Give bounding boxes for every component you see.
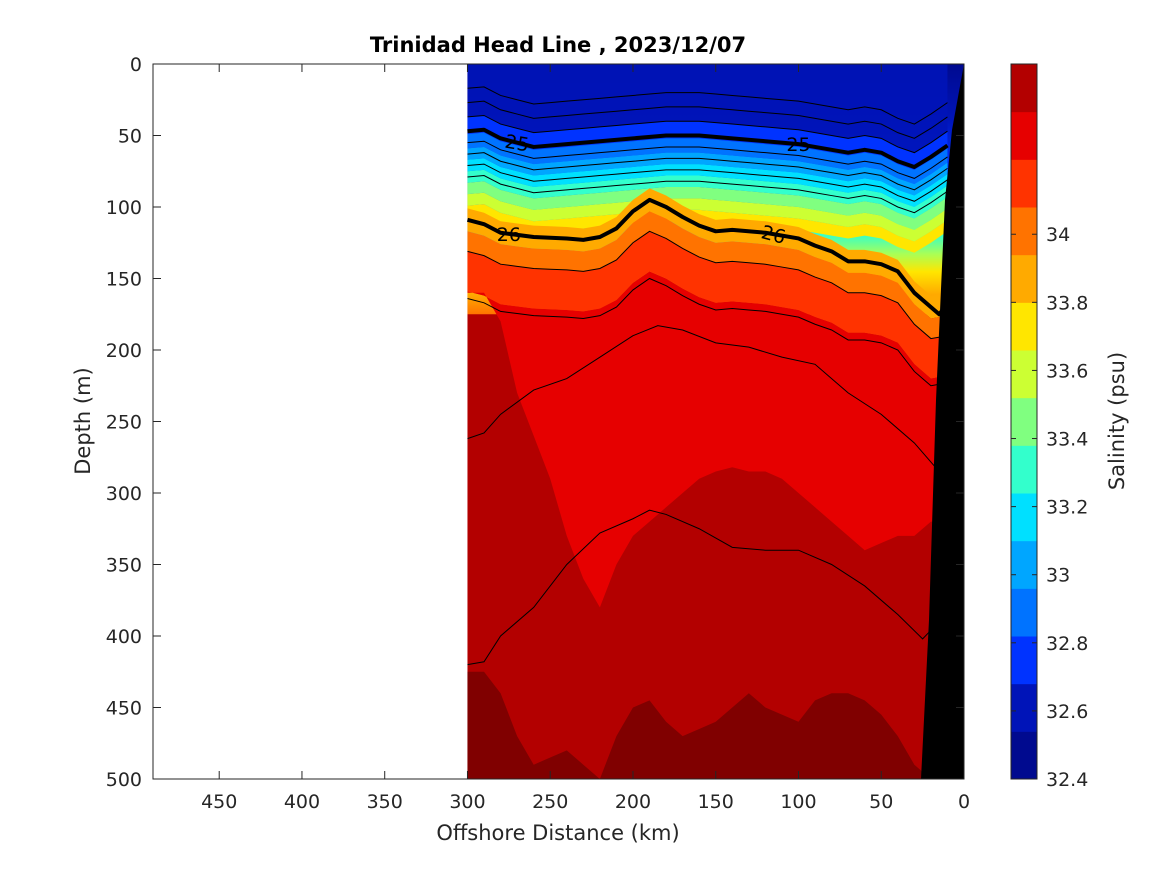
thin-contour-upper-5 [467,163,948,202]
x-tick-label: 100 [780,791,816,813]
colorbar-tick-label: 32.6 [1046,701,1088,723]
y-tick-label: 250 [106,412,142,434]
fill-layer-deep-bottom [467,671,948,779]
thin-contour-deep-1 [467,509,940,666]
thin-contour-upper-2 [467,114,948,154]
thin-density-contours [467,86,948,666]
fill-layer-band-1 [467,132,948,185]
thin-contour-upper-0 [467,86,948,125]
bathymetry-seafloor [921,64,964,779]
fill-layer-surface [467,64,948,153]
colorbar-swatch [1011,254,1037,303]
colorbar-tick-label: 33 [1046,565,1070,587]
y-tick-label: 150 [106,269,142,291]
thin-contour-upper-4 [467,152,948,191]
isopycnal-26-label: 26 [497,224,521,246]
y-axis: 0 50 100 150 200 250 300 350 400 450 500 [106,54,964,791]
y-tick-label: 500 [106,769,142,791]
thin-contour-upper-6 [467,175,948,214]
colorbar-swatch [1011,636,1037,685]
colorbar-frame [1010,63,1038,780]
y-tick-label: 100 [106,197,142,219]
fill-layer-lower-2 [467,231,948,379]
colorbar-swatch [1011,302,1037,351]
colorbar-swatch [1011,683,1037,732]
colorbar-swatch [1011,540,1037,589]
colorbar-swatch [1011,111,1037,160]
x-axis: 450 400 350 300 250 200 150 100 50 0 [201,64,970,813]
thin-contour-lower-1 [467,277,948,387]
x-tick-label: 450 [201,791,237,813]
y-axis-label: Depth (m) [71,367,95,474]
y-tick-label: 400 [106,626,142,648]
fill-layer-band-6 [467,192,948,242]
colorbar-swatch [1011,397,1037,446]
y-tick-label: 450 [106,698,142,720]
fill-layer-band-0 [467,115,948,170]
colorbar-swatch [1011,350,1037,399]
colorbar-tick-label: 33.2 [1046,497,1088,519]
colorbar-tick-label: 33.8 [1046,292,1088,314]
colorbar-swatch [1011,445,1037,494]
colorbar: 32.4 32.6 32.8 33 33.2 33.4 33.6 33.8 34 [1010,63,1088,791]
colorbar-swatch [1011,731,1037,780]
thin-contour-deep-0 [467,325,940,472]
colorbar-tick-label: 32.4 [1046,769,1088,791]
fill-layer-lower-0 [467,188,948,319]
colorbar-tick-label: 34 [1046,224,1070,246]
fill-layer-band-4 [467,169,948,219]
thin-contour-upper-1 [467,100,948,139]
x-tick-label: 150 [698,791,734,813]
colorbar-swatch [1011,159,1037,208]
x-tick-label: 250 [532,791,568,813]
y-tick-label: 300 [106,483,142,505]
colorbar-swatch [1011,588,1037,637]
isopycnal-25-label: 25 [786,134,810,156]
colorbar-tick-label: 33.4 [1046,429,1088,451]
colorbar-swatch [1011,493,1037,542]
x-tick-label: 0 [958,791,970,813]
fill-layer-band-2 [467,146,948,196]
x-axis-label: Offshore Distance (km) [436,821,679,845]
colorbar-swatch [1011,64,1037,113]
fill-layer-band-5 [467,181,948,230]
thin-contour-upper-3 [467,140,948,179]
x-tick-label: 200 [615,791,651,813]
x-tick-label: 400 [284,791,320,813]
y-tick-label: 0 [130,54,142,76]
fill-layer-red-tongue [467,271,948,608]
isopycnal-25-label: 25 [503,131,531,157]
colorbar-tick-label: 33.6 [1046,360,1088,382]
y-tick-label: 350 [106,555,142,577]
fill-layer-band-3 [467,158,948,207]
fill-layer-lower-1 [467,211,948,339]
x-tick-label: 50 [869,791,893,813]
chart-title: Trinidad Head Line , 2023/12/07 [370,33,746,57]
thin-contour-lower-0 [467,230,948,340]
colorbar-label: Salinity (psu) [1105,352,1129,490]
x-tick-label: 300 [449,791,485,813]
colorbar-swatch [1011,207,1037,256]
isopycnal-25-line [467,127,949,169]
x-tick-label: 350 [367,791,403,813]
y-tick-label: 200 [106,340,142,362]
y-tick-label: 50 [118,126,142,148]
colorbar-tick-label: 32.8 [1046,633,1088,655]
isopycnal-26-line [466,197,949,317]
